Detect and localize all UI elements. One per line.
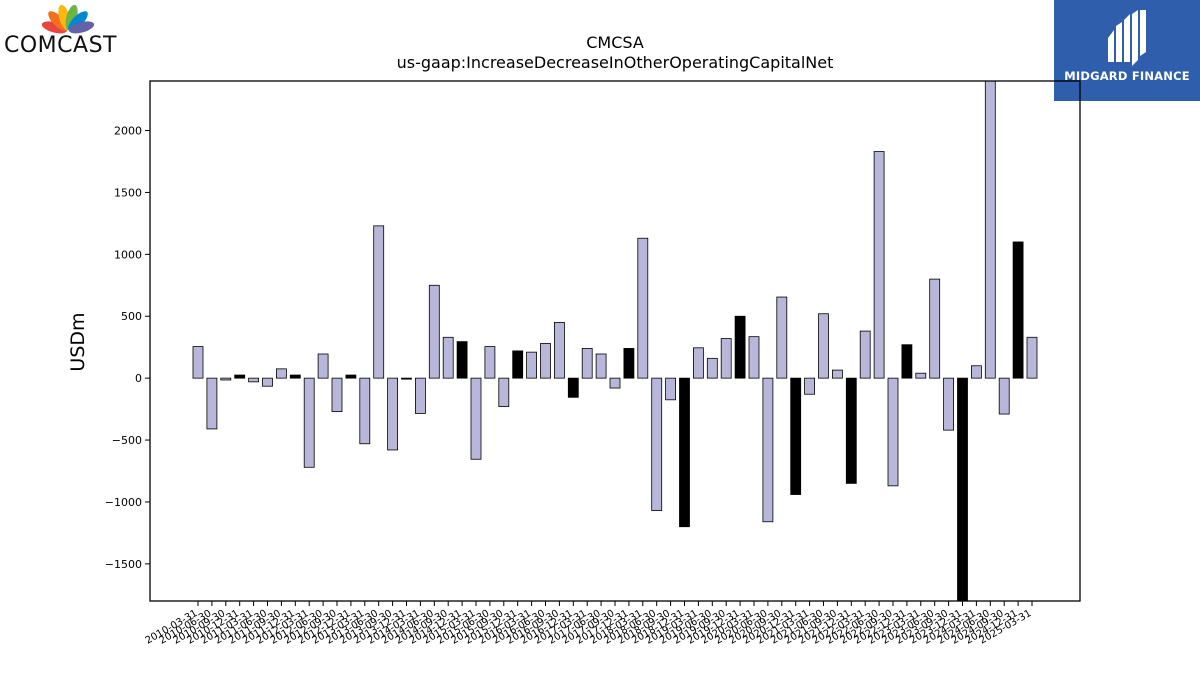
chart-subtitle: us-gaap:IncreaseDecreaseInOtherOperating… <box>396 53 834 72</box>
bar-2023-03-31 <box>915 372 927 379</box>
bar-2015-03-31 <box>470 377 482 460</box>
bar-2017-12-31 <box>623 348 635 379</box>
y-tick-label: 0 <box>135 372 142 385</box>
bar-2018-09-30 <box>665 377 676 401</box>
bar-2015-06-30 <box>484 346 496 379</box>
bar-2017-03-31 <box>581 348 593 379</box>
peacock-feather <box>68 21 95 34</box>
bar-2010-09-30 <box>220 377 232 381</box>
bar-2015-12-31 <box>512 350 524 379</box>
bar-2011-12-31 <box>289 374 301 379</box>
bar-2024-12-31 <box>1012 241 1024 379</box>
bar-2016-03-31 <box>526 351 537 379</box>
bar-2012-06-30 <box>317 353 329 379</box>
bar-2024-03-31 <box>971 365 982 379</box>
midgard-mark-icon <box>1108 10 1146 66</box>
bar-2019-09-30 <box>720 338 732 379</box>
bar-2023-12-31 <box>957 377 968 602</box>
bar-2022-06-30 <box>873 151 885 379</box>
bar-2010-06-30 <box>206 377 218 430</box>
y-tick-label: 1000 <box>114 248 142 261</box>
y-tick-label: −1500 <box>105 558 142 571</box>
bar-2022-12-31 <box>901 344 913 379</box>
y-axis-label: USDm <box>67 312 89 371</box>
bar-2023-06-30 <box>929 278 941 379</box>
bar-2017-09-30 <box>609 377 621 389</box>
bar-2021-06-30 <box>818 313 829 379</box>
y-tick-label: 500 <box>121 310 142 323</box>
bar-2013-03-31 <box>359 377 371 445</box>
comcast-logo: COMCAST <box>0 0 140 64</box>
y-tick-label: 1500 <box>114 186 142 199</box>
bar-2016-12-31 <box>567 377 579 398</box>
bar-2011-06-30 <box>262 377 273 387</box>
comcast-wordmark: COMCAST <box>4 33 117 58</box>
bar-2019-03-31 <box>693 347 704 379</box>
bar-2014-03-31 <box>414 377 426 414</box>
plot-frame <box>149 80 1081 602</box>
bar-2025-03-31 <box>1026 336 1038 379</box>
bar-2013-12-31 <box>401 377 412 380</box>
bar-2012-03-31 <box>303 377 315 468</box>
bar-2012-12-31 <box>345 374 357 379</box>
bar-2017-06-30 <box>595 353 607 379</box>
bar-2016-09-30 <box>554 322 565 379</box>
bar-2012-09-30 <box>331 377 343 412</box>
bar-2022-03-31 <box>859 330 871 379</box>
y-tick-label: −500 <box>112 434 142 447</box>
bar-2018-06-30 <box>651 377 663 512</box>
bar-2020-09-30 <box>776 296 788 379</box>
bar-2021-09-30 <box>832 369 843 379</box>
bar-2022-09-30 <box>887 377 899 487</box>
chart-title: CMCSA <box>586 33 644 52</box>
bar-2019-06-30 <box>706 357 718 379</box>
y-tick-label: 2000 <box>114 125 142 138</box>
bar-2016-06-30 <box>540 343 551 379</box>
bar-2010-03-31 <box>192 346 204 379</box>
bar-2014-12-31 <box>456 341 468 379</box>
bar-2011-09-30 <box>275 368 287 379</box>
bar-2020-03-31 <box>748 336 760 379</box>
bar-2018-03-31 <box>637 237 649 379</box>
bar-2023-09-30 <box>943 377 954 431</box>
bar-2013-09-30 <box>387 377 399 451</box>
bar-2019-12-31 <box>734 315 746 379</box>
bar-2010-12-31 <box>234 374 246 379</box>
bar-2014-06-30 <box>428 284 440 379</box>
bar-2024-06-30 <box>984 80 996 379</box>
bar-2021-12-31 <box>845 377 857 484</box>
bar-2024-09-30 <box>998 377 1010 415</box>
bar-2015-09-30 <box>498 377 510 408</box>
bar-2013-06-30 <box>373 225 385 379</box>
bar-2021-03-31 <box>804 377 815 395</box>
y-tick-label: −1000 <box>105 496 142 509</box>
bar-2018-12-31 <box>679 377 690 528</box>
bar-2020-06-30 <box>762 377 774 523</box>
midgard-finance-logo: MIDGARD FINANCE <box>1054 0 1200 101</box>
peacock-icon <box>41 4 95 34</box>
bar-2011-03-31 <box>248 377 260 383</box>
midgard-finance-wordmark: MIDGARD FINANCE <box>1064 69 1190 83</box>
bar-2014-09-30 <box>442 336 454 379</box>
bar-2020-12-31 <box>790 377 802 495</box>
